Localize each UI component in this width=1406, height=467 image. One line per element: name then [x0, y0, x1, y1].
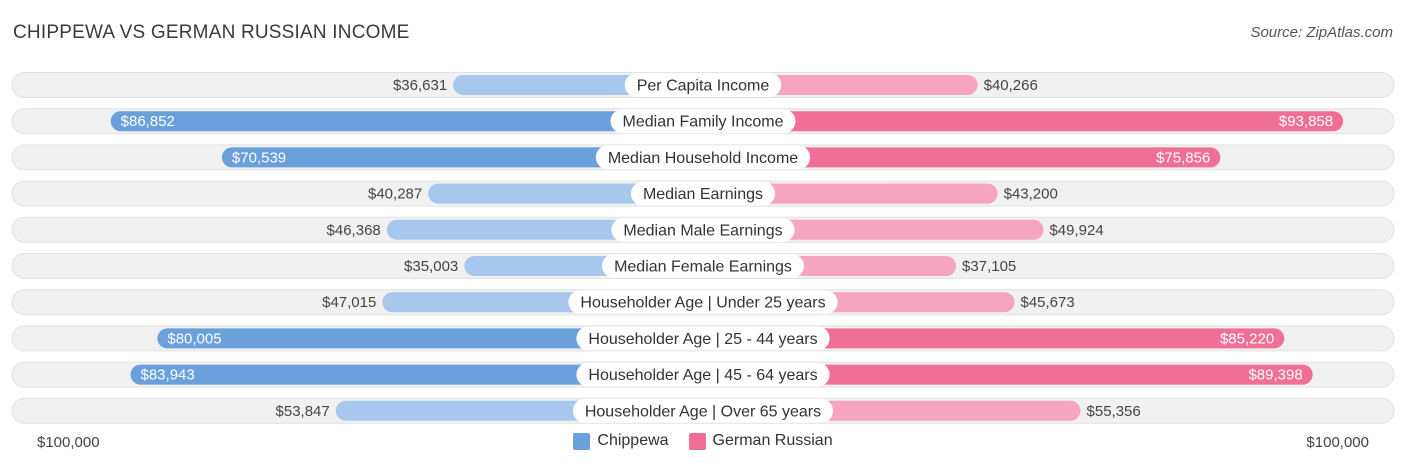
legend-swatch-german-russian	[688, 432, 706, 450]
category-label-background	[568, 290, 838, 315]
legend-label-german-russian: German Russian	[712, 432, 833, 449]
legend: Chippewa German Russian	[0, 432, 1406, 450]
value-label-german-russian: $93,858	[1279, 113, 1333, 130]
value-label-chippewa: $40,287	[368, 186, 422, 203]
axis-label-left: $100,000	[37, 434, 100, 451]
category-label: Median Family Income	[623, 114, 784, 131]
category-label: Householder Age | Under 25 years	[580, 295, 825, 312]
source-note: Source: ZipAtlas.com	[1250, 24, 1393, 41]
value-label-chippewa: $47,015	[322, 294, 376, 311]
category-label: Householder Age | 25 - 44 years	[588, 331, 817, 348]
value-label-german-russian: $89,398	[1248, 367, 1302, 384]
category-label: Median Male Earnings	[623, 222, 782, 239]
legend-label-chippewa: Chippewa	[597, 432, 669, 449]
category-label: Median Female Earnings	[614, 259, 792, 276]
legend-swatch-chippewa	[573, 432, 591, 450]
category-label-background	[595, 145, 811, 170]
bar-chippewa	[157, 328, 703, 349]
value-label-chippewa: $53,847	[276, 403, 330, 420]
category-label-background	[602, 254, 804, 278]
category-label: Householder Age | 45 - 64 years	[588, 367, 817, 384]
category-label-background	[572, 398, 834, 423]
category-label-background	[624, 73, 782, 97]
category-label-background	[630, 181, 776, 206]
bar-german-russian	[703, 183, 998, 204]
bar-german-russian	[703, 364, 1313, 385]
category-label-background	[611, 217, 795, 242]
legend-item-german-russian[interactable]: German Russian	[688, 432, 833, 450]
chart-area: $36,631 $40,266 Per Capita Income $86,852 $9…	[11, 72, 1395, 424]
category-label-background	[610, 109, 796, 134]
bar-german-russian	[703, 328, 1285, 349]
legend-item-chippewa[interactable]: Chippewa	[573, 432, 669, 450]
category-label: Median Earnings	[643, 186, 763, 203]
bar-chippewa	[110, 111, 703, 132]
value-label-chippewa: $36,631	[393, 77, 447, 94]
bar-chippewa	[130, 364, 704, 385]
value-label-chippewa: $86,852	[121, 113, 175, 130]
bar-german-russian	[703, 147, 1221, 168]
value-label-german-russian: $55,356	[1087, 403, 1141, 420]
category-label: Per Capita Income	[637, 78, 770, 95]
category-label: Householder Age | Over 65 years	[585, 403, 821, 420]
value-label-german-russian: $45,673	[1020, 294, 1074, 311]
value-label-chippewa: $83,943	[141, 367, 195, 384]
value-label-german-russian: $37,105	[962, 258, 1016, 275]
category-label-background	[576, 362, 830, 387]
category-label: Median Household Income	[608, 150, 798, 167]
axis-label-right: $100,000	[1306, 434, 1369, 451]
chart-title: CHIPPEWA VS GERMAN RUSSIAN INCOME	[13, 22, 410, 43]
value-label-german-russian: $75,856	[1156, 149, 1210, 166]
value-label-chippewa: $46,368	[327, 222, 381, 239]
value-label-chippewa: $35,003	[404, 258, 458, 275]
value-label-chippewa: $70,539	[232, 149, 286, 166]
value-label-german-russian: $49,924	[1049, 222, 1103, 239]
bar-chippewa	[221, 147, 704, 168]
bar-german-russian	[703, 111, 1344, 132]
value-label-german-russian: $40,266	[984, 77, 1038, 94]
category-label-background	[576, 326, 830, 351]
value-label-german-russian: $85,220	[1220, 330, 1274, 347]
value-label-german-russian: $43,200	[1004, 186, 1058, 203]
value-label-chippewa: $80,005	[167, 330, 221, 347]
